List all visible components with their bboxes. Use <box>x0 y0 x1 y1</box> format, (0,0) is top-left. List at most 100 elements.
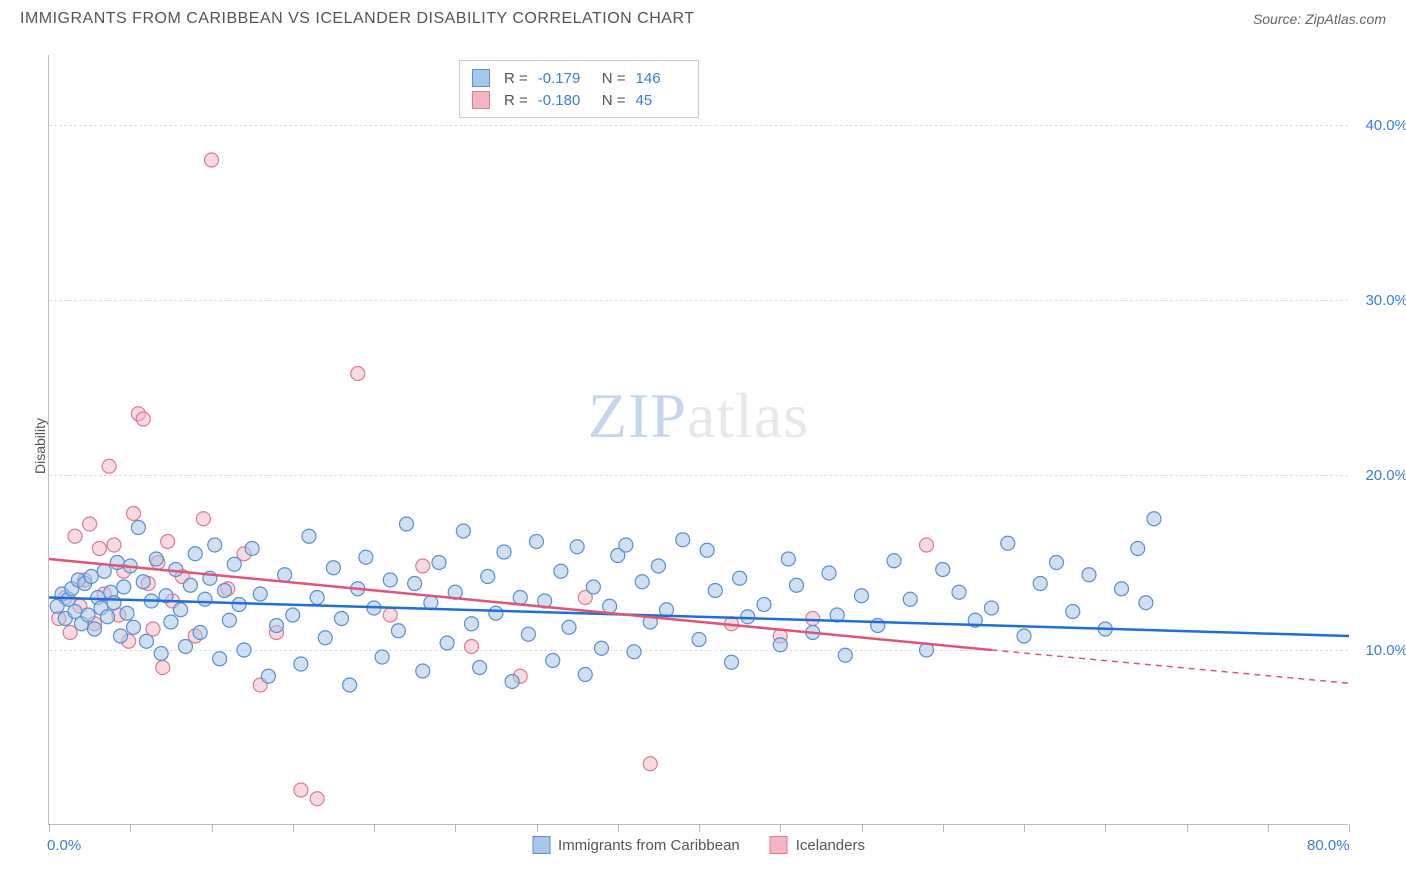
scatter-point <box>1139 596 1153 610</box>
scatter-point <box>391 624 405 638</box>
scatter-point <box>83 517 97 531</box>
scatter-point <box>651 559 665 573</box>
scatter-point <box>676 533 690 547</box>
xtick <box>455 824 456 832</box>
scatter-point <box>383 608 397 622</box>
scatter-point <box>521 627 535 641</box>
scatter-svg <box>49 55 1348 824</box>
n-label-0: N = <box>602 70 626 87</box>
scatter-point <box>489 606 503 620</box>
scatter-point <box>1001 536 1015 550</box>
legend-item-caribbean: Immigrants from Caribbean <box>532 836 740 854</box>
scatter-point <box>120 606 134 620</box>
xtick <box>212 824 213 832</box>
scatter-point <box>278 568 292 582</box>
scatter-point <box>107 538 121 552</box>
legend-swatch-caribbean <box>472 69 490 87</box>
scatter-point <box>936 563 950 577</box>
scatter-point <box>708 584 722 598</box>
xtick-label: 0.0% <box>47 837 81 854</box>
scatter-point <box>310 591 324 605</box>
scatter-point <box>700 543 714 557</box>
scatter-point <box>603 599 617 613</box>
scatter-point <box>237 643 251 657</box>
scatter-point <box>1066 605 1080 619</box>
source-name: ZipAtlas.com <box>1305 11 1386 27</box>
scatter-point <box>208 538 222 552</box>
scatter-point <box>505 675 519 689</box>
scatter-point <box>627 645 641 659</box>
scatter-point <box>741 610 755 624</box>
scatter-point <box>131 521 145 535</box>
scatter-point <box>127 620 141 634</box>
r-value-1: -0.180 <box>538 92 588 109</box>
legend-stats-row-0: R = -0.179 N = 146 <box>472 67 686 89</box>
scatter-point <box>110 556 124 570</box>
scatter-point <box>343 678 357 692</box>
scatter-point <box>383 573 397 587</box>
scatter-point <box>270 619 284 633</box>
scatter-point <box>1147 512 1161 526</box>
scatter-point <box>408 577 422 591</box>
xtick <box>374 824 375 832</box>
xtick <box>293 824 294 832</box>
ytick-label: 30.0% <box>1365 292 1406 309</box>
scatter-point <box>169 563 183 577</box>
scatter-point <box>68 529 82 543</box>
scatter-point <box>643 757 657 771</box>
scatter-point <box>117 580 131 594</box>
n-value-1: 45 <box>636 92 686 109</box>
scatter-point <box>725 655 739 669</box>
scatter-point <box>359 550 373 564</box>
scatter-point <box>1115 582 1129 596</box>
legend-swatch-icelanders-b <box>770 836 788 854</box>
scatter-point <box>196 512 210 526</box>
scatter-point <box>578 668 592 682</box>
scatter-point <box>136 412 150 426</box>
scatter-point <box>432 556 446 570</box>
legend-label-caribbean: Immigrants from Caribbean <box>558 837 740 854</box>
scatter-point <box>887 554 901 568</box>
scatter-point <box>781 552 795 566</box>
scatter-point <box>1050 556 1064 570</box>
scatter-point <box>513 591 527 605</box>
scatter-point <box>294 657 308 671</box>
n-value-0: 146 <box>636 70 686 87</box>
scatter-point <box>102 459 116 473</box>
scatter-point <box>554 564 568 578</box>
scatter-point <box>218 584 232 598</box>
xtick <box>943 824 944 832</box>
scatter-point <box>985 601 999 615</box>
scatter-point <box>179 640 193 654</box>
scatter-point <box>310 792 324 806</box>
scatter-point <box>84 570 98 584</box>
scatter-point <box>692 633 706 647</box>
scatter-point <box>497 545 511 559</box>
scatter-point <box>205 153 219 167</box>
xtick <box>130 824 131 832</box>
scatter-point <box>193 626 207 640</box>
scatter-point <box>227 557 241 571</box>
scatter-point <box>183 578 197 592</box>
scatter-point <box>952 585 966 599</box>
scatter-point <box>838 648 852 662</box>
scatter-point <box>318 631 332 645</box>
scatter-point <box>416 559 430 573</box>
chart-title: IMMIGRANTS FROM CARIBBEAN VS ICELANDER D… <box>20 10 695 28</box>
scatter-point <box>88 622 102 636</box>
scatter-point <box>855 589 869 603</box>
scatter-point <box>97 564 111 578</box>
scatter-point <box>114 629 128 643</box>
scatter-point <box>806 612 820 626</box>
scatter-point <box>481 570 495 584</box>
scatter-point <box>156 661 170 675</box>
scatter-point <box>903 592 917 606</box>
scatter-point <box>871 619 885 633</box>
legend-label-icelanders: Icelanders <box>796 837 865 854</box>
legend-series-box: Immigrants from Caribbean Icelanders <box>532 836 865 854</box>
scatter-point <box>294 783 308 797</box>
scatter-point <box>456 524 470 538</box>
scatter-point <box>822 566 836 580</box>
legend-stats-box: R = -0.179 N = 146 R = -0.180 N = 45 <box>459 60 699 118</box>
scatter-point <box>465 640 479 654</box>
